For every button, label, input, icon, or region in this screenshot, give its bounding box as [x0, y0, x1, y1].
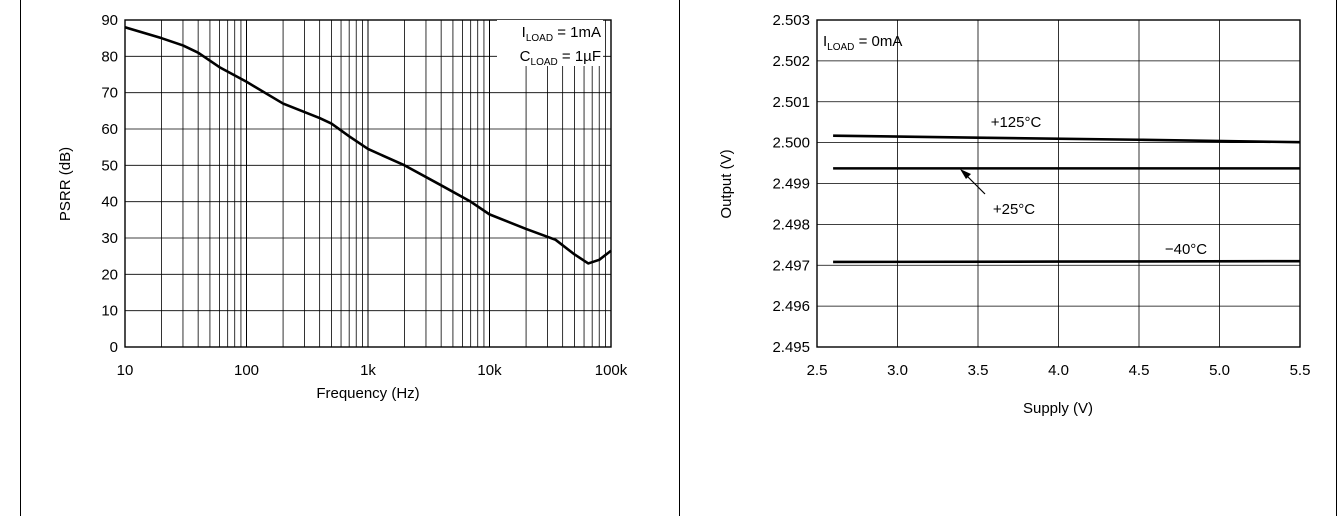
- psrr-annotation-cload: CLOAD = 1µF: [520, 48, 601, 68]
- output-series-line-0: [833, 134, 1301, 144]
- output-x-tick-label: 4.0: [1048, 362, 1069, 379]
- output-plot-frame: [816, 19, 1301, 348]
- psrr-annotation-iload-main: I: [522, 24, 526, 41]
- output-annotation-iload-rest: = 0mA: [854, 33, 902, 50]
- output-x-tick-labels: 2.5 3.0 3.5 4.0 4.5 5.0 5.5: [807, 362, 1311, 379]
- output-y-tick-label: 2.498: [772, 216, 810, 233]
- psrr-x-tick-labels: 10 100 1k 10k 100k: [117, 362, 628, 379]
- output-x-tick-label: 5.5: [1290, 362, 1311, 379]
- output-x-tick-label: 2.5: [807, 362, 828, 379]
- series-label-125c: +125°C: [991, 114, 1042, 131]
- psrr-y-tick-label: 10: [101, 303, 118, 320]
- psrr-annotation-background: [497, 20, 603, 66]
- psrr-annotation-cload-sub: LOAD: [531, 57, 558, 68]
- psrr-series: [124, 26, 612, 265]
- psrr-x-tick-label: 100: [234, 362, 259, 379]
- output-annotation-background: [819, 26, 897, 56]
- output-x-tick-label: 3.5: [968, 362, 989, 379]
- psrr-annotation-iload-sub: LOAD: [526, 33, 553, 44]
- output-y-tick-label: 2.503: [772, 12, 810, 29]
- psrr-x-tick-label: 10k: [477, 362, 502, 379]
- output-x-tick-label: 4.5: [1129, 362, 1150, 379]
- output-y-axis-label: Output (V): [718, 149, 735, 218]
- psrr-annotation-iload: ILOAD = 1mA: [522, 24, 601, 44]
- psrr-x-tick-label: 1k: [360, 362, 376, 379]
- psrr-y-tick-label: 80: [101, 48, 118, 65]
- psrr-x-axis-label: Frequency (Hz): [316, 385, 419, 402]
- output-x-axis-label: Supply (V): [1023, 400, 1093, 417]
- psrr-y-tick-labels: 0 10 20 30 40 50 60 70 80 90: [101, 12, 118, 356]
- output-y-tick-labels: 2.495 2.496 2.497 2.498 2.499 2.500 2.501 2.502…: [772, 12, 810, 356]
- output-x-tick-label: 3.0: [887, 362, 908, 379]
- output-y-tick-label: 2.499: [772, 176, 810, 193]
- psrr-y-tick-label: 90: [101, 12, 118, 29]
- psrr-grid: [125, 20, 611, 347]
- psrr-chart: 0 10 20 30 40 50 60 70 80 90 10 100 1k 10k 100k Frequ…: [57, 12, 628, 402]
- psrr-x-tick-label: 10: [117, 362, 134, 379]
- psrr-y-tick-label: 60: [101, 121, 118, 138]
- psrr-plot-frame: [124, 19, 612, 348]
- psrr-y-tick-label: 30: [101, 230, 118, 247]
- series-label-minus40c: −40°C: [1165, 241, 1207, 258]
- psrr-annotation-cload-main: C: [520, 48, 531, 65]
- psrr-y-axis-label: PSRR (dB): [57, 147, 74, 221]
- output-chart: 2.495 2.496 2.497 2.498 2.499 2.500 2.501 2.502…: [718, 12, 1310, 417]
- output-series: [833, 134, 1301, 264]
- psrr-y-tick-label: 20: [101, 266, 118, 283]
- psrr-annotation-iload-rest: = 1mA: [553, 24, 601, 41]
- output-y-tick-label: 2.495: [772, 339, 810, 356]
- psrr-y-tick-label: 70: [101, 85, 118, 102]
- output-y-tick-label: 2.500: [772, 135, 810, 152]
- psrr-y-tick-label: 40: [101, 194, 118, 211]
- psrr-annotation-cload-rest: = 1µF: [558, 48, 601, 65]
- psrr-series-line-0: [124, 26, 612, 265]
- psrr-y-tick-label: 0: [110, 339, 118, 356]
- output-annotation-iload: ILOAD = 0mA: [823, 33, 902, 53]
- output-y-tick-label: 2.497: [772, 257, 810, 274]
- output-series-line-2: [833, 259, 1301, 264]
- output-x-tick-label: 5.0: [1209, 362, 1230, 379]
- output-y-tick-label: 2.502: [772, 53, 810, 70]
- output-y-tick-label: 2.496: [772, 298, 810, 315]
- series-label-25c-leader: [965, 174, 986, 195]
- series-label-25c: +25°C: [993, 201, 1035, 218]
- series-label-25c-arrowhead: [960, 169, 971, 179]
- output-annotation-iload-main: I: [823, 33, 827, 50]
- psrr-x-tick-label: 100k: [595, 362, 628, 379]
- output-grid: [817, 20, 1300, 347]
- output-y-tick-label: 2.501: [772, 94, 810, 111]
- output-annotation-iload-sub: LOAD: [827, 42, 854, 53]
- psrr-y-tick-label: 50: [101, 157, 118, 174]
